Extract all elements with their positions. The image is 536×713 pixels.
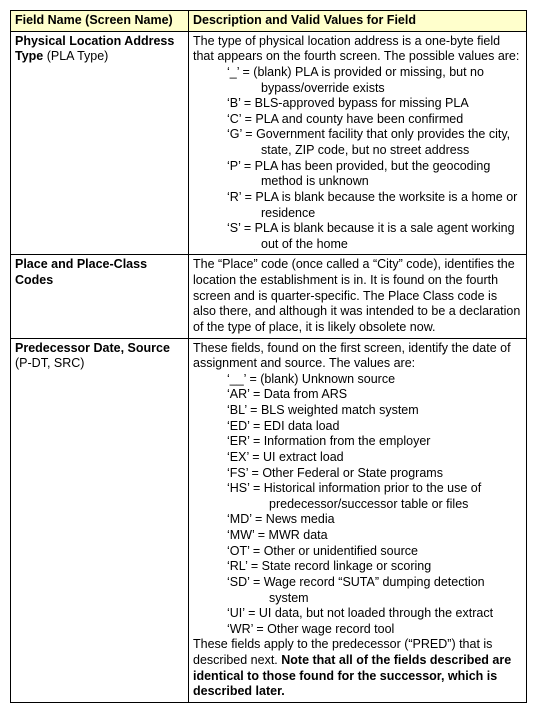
code-value: ‘BL’ bbox=[227, 403, 250, 417]
code-value: ‘__’ bbox=[227, 372, 249, 386]
header-field-name: Field Name (Screen Name) bbox=[11, 11, 189, 32]
description-outro: These fields apply to the predecessor (“… bbox=[193, 637, 522, 700]
code-item: ‘MW’ = MWR data bbox=[213, 528, 522, 544]
code-list: ‘__’ = (blank) Unknown source‘AR’ = Data… bbox=[193, 372, 522, 638]
code-description: = Other or unidentified source bbox=[253, 544, 418, 558]
code-value: ‘P’ bbox=[227, 159, 244, 173]
code-item: ‘S’ = PLA is blank because it is a sale … bbox=[213, 221, 522, 252]
code-item: ‘FS’ = Other Federal or State programs bbox=[213, 466, 522, 482]
table-row: Predecessor Date, Source (P-DT, SRC)Thes… bbox=[11, 338, 527, 702]
code-item: ‘B’ = BLS-approved bypass for missing PL… bbox=[213, 96, 522, 112]
code-value: ‘ED’ bbox=[227, 419, 253, 433]
code-description: = UI data, but not loaded through the ex… bbox=[248, 606, 493, 620]
field-description-table: Field Name (Screen Name) Description and… bbox=[10, 10, 527, 703]
field-name-cell: Predecessor Date, Source (P-DT, SRC) bbox=[11, 338, 189, 702]
description-cell: The “Place” code (once called a “City” c… bbox=[189, 255, 527, 338]
code-description: = Government facility that only provides… bbox=[245, 127, 510, 157]
code-description: = Information from the employer bbox=[253, 434, 431, 448]
code-value: ‘WR’ bbox=[227, 622, 256, 636]
code-list: ‘_’ = (blank) PLA is provided or missing… bbox=[193, 65, 522, 253]
code-description: = MWR data bbox=[258, 528, 328, 542]
table-row: Physical Location Address Type (PLA Type… bbox=[11, 31, 527, 255]
header-description: Description and Valid Values for Field bbox=[189, 11, 527, 32]
code-value: ‘C’ bbox=[227, 112, 245, 126]
code-description: = (blank) PLA is provided or missing, bu… bbox=[243, 65, 484, 95]
code-description: = PLA is blank because it is a sale agen… bbox=[244, 221, 515, 251]
field-name-bold: Place and Place-Class Codes bbox=[15, 257, 147, 287]
field-name-cell: Place and Place-Class Codes bbox=[11, 255, 189, 338]
code-item: ‘OT’ = Other or unidentified source bbox=[213, 544, 522, 560]
code-description: = PLA and county have been confirmed bbox=[245, 112, 464, 126]
code-value: ‘AR’ bbox=[227, 387, 253, 401]
table-row: Place and Place-Class Codes The “Place” c… bbox=[11, 255, 527, 338]
code-item: ‘ER’ = Information from the employer bbox=[213, 434, 522, 450]
code-value: ‘MW’ bbox=[227, 528, 258, 542]
code-value: ‘G’ bbox=[227, 127, 245, 141]
code-description: = UI extract load bbox=[252, 450, 343, 464]
code-item: ‘HS’ = Historical information prior to t… bbox=[213, 481, 522, 512]
code-item: ‘BL’ = BLS weighted match system bbox=[213, 403, 522, 419]
code-value: ‘EX’ bbox=[227, 450, 252, 464]
code-description: = (blank) Unknown source bbox=[249, 372, 395, 386]
code-description: = Other wage record tool bbox=[256, 622, 394, 636]
code-value: ‘HS’ bbox=[227, 481, 253, 495]
code-item: ‘AR’ = Data from ARS bbox=[213, 387, 522, 403]
code-description: = Wage record “SUTA” dumping detection s… bbox=[253, 575, 485, 605]
code-item: ‘ED’ = EDI data load bbox=[213, 419, 522, 435]
code-item: ‘EX’ = UI extract load bbox=[213, 450, 522, 466]
code-value: ‘R’ bbox=[227, 190, 245, 204]
code-value: ‘S’ bbox=[227, 221, 244, 235]
code-description: = BLS weighted match system bbox=[250, 403, 418, 417]
field-screen-name: (PLA Type) bbox=[43, 49, 108, 63]
code-description: = EDI data load bbox=[253, 419, 340, 433]
code-value: ‘B’ bbox=[227, 96, 244, 110]
code-item: ‘__’ = (blank) Unknown source bbox=[213, 372, 522, 388]
code-value: ‘OT’ bbox=[227, 544, 253, 558]
code-item: ‘RL’ = State record linkage or scoring bbox=[213, 559, 522, 575]
code-description: = PLA has been provided, but the geocodi… bbox=[244, 159, 490, 189]
code-value: ‘MD’ bbox=[227, 512, 255, 526]
code-item: ‘_’ = (blank) PLA is provided or missing… bbox=[213, 65, 522, 96]
code-value: ‘FS’ bbox=[227, 466, 252, 480]
code-item: ‘C’ = PLA and county have been confirmed bbox=[213, 112, 522, 128]
code-item: ‘MD’ = News media bbox=[213, 512, 522, 528]
code-value: ‘ER’ bbox=[227, 434, 253, 448]
field-name-bold: Predecessor Date, Source bbox=[15, 341, 170, 355]
code-description: = PLA is blank because the worksite is a… bbox=[245, 190, 518, 220]
description-cell: These fields, found on the first screen,… bbox=[189, 338, 527, 702]
code-item: ‘UI’ = UI data, but not loaded through t… bbox=[213, 606, 522, 622]
field-screen-name: (P-DT, SRC) bbox=[15, 356, 84, 370]
description-cell: The type of physical location address is… bbox=[189, 31, 527, 255]
code-description: = Data from ARS bbox=[253, 387, 347, 401]
code-description: = News media bbox=[255, 512, 335, 526]
code-description: = Historical information prior to the us… bbox=[253, 481, 481, 511]
code-description: = BLS-approved bypass for missing PLA bbox=[244, 96, 469, 110]
code-value: ‘_’ bbox=[227, 65, 243, 79]
code-item: ‘WR’ = Other wage record tool bbox=[213, 622, 522, 638]
code-item: ‘P’ = PLA has been provided, but the geo… bbox=[213, 159, 522, 190]
code-item: ‘G’ = Government facility that only prov… bbox=[213, 127, 522, 158]
description-intro: These fields, found on the first screen,… bbox=[193, 341, 522, 372]
code-description: = State record linkage or scoring bbox=[251, 559, 431, 573]
code-value: ‘SD’ bbox=[227, 575, 253, 589]
code-description: = Other Federal or State programs bbox=[252, 466, 443, 480]
code-item: ‘SD’ = Wage record “SUTA” dumping detect… bbox=[213, 575, 522, 606]
field-name-cell: Physical Location Address Type (PLA Type… bbox=[11, 31, 189, 255]
code-value: ‘RL’ bbox=[227, 559, 251, 573]
code-value: ‘UI’ bbox=[227, 606, 248, 620]
description-intro: The “Place” code (once called a “City” c… bbox=[193, 257, 522, 335]
description-intro: The type of physical location address is… bbox=[193, 34, 522, 65]
code-item: ‘R’ = PLA is blank because the worksite … bbox=[213, 190, 522, 221]
